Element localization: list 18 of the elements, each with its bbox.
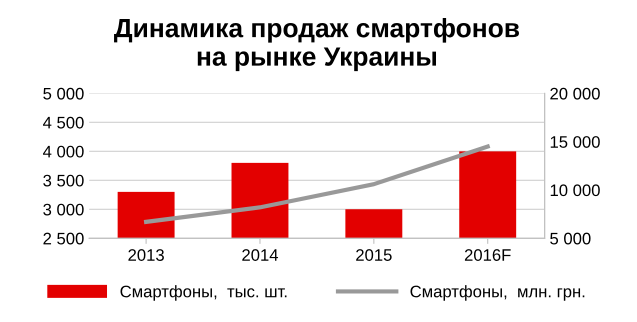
y-tick-label: 3 000	[43, 204, 84, 216]
y2-tick-label: 5 000	[550, 232, 591, 244]
y-tick-label: 5 000	[43, 88, 84, 100]
x-tick-label: 2013	[128, 249, 164, 261]
y-tick-label: 4 000	[43, 146, 84, 158]
legend-label: Смартфоны, млн. грн.	[410, 285, 584, 301]
y2-tick-label: 15 000	[550, 136, 600, 148]
x-tick-label: 2015	[356, 249, 392, 261]
y-tick-label: 4 500	[43, 116, 84, 129]
line-series	[144, 144, 490, 224]
chart-title: Динамика продаж смартфонов на рынке Украины	[114, 18, 519, 72]
y2-tick-label: 10 000	[550, 184, 600, 196]
y-tick-label: 2 500	[43, 232, 84, 244]
legend-label: Смартфоны, тыс. шт.	[120, 285, 286, 301]
x-tick-label: 2014	[242, 249, 278, 261]
y2-tick-label: 20 000	[550, 88, 600, 100]
y-tick-label: 3 500	[43, 174, 84, 187]
x-tick-label: 2016F	[464, 249, 511, 261]
